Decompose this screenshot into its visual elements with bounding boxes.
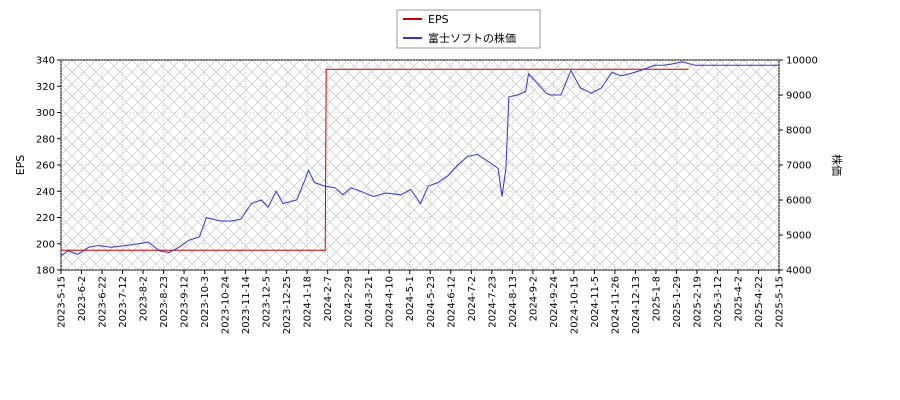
right-tick-label: 7000 <box>786 161 811 172</box>
x-tick-label: 2024-10-15 <box>569 276 580 334</box>
right-tick-label: 4000 <box>786 266 811 277</box>
x-tick-label: 2024-9-24 <box>549 276 560 328</box>
x-tick-label: 2023-9-12 <box>180 276 191 328</box>
series-layer <box>60 61 779 257</box>
right-axis-title: 株価 <box>830 154 844 176</box>
x-tick-label: 2024-5-1 <box>405 276 416 321</box>
left-tick-label: 300 <box>36 108 55 119</box>
x-tick-label: 2023-6-22 <box>98 276 109 328</box>
series-line-1 <box>60 61 779 257</box>
x-tick-label: 2023-12-25 <box>282 276 293 334</box>
left-axis: 180 200 220 240 260 280 300 320 340 <box>36 56 61 277</box>
x-tick-label: 2024-5-23 <box>426 276 437 328</box>
x-tick-label: 2025-2-19 <box>692 276 703 328</box>
x-tick-label: 2023-10-24 <box>221 276 232 334</box>
left-tick-label: 180 <box>36 266 55 277</box>
x-tick-label: 2024-9-2 <box>528 276 539 321</box>
x-tick-label: 2023-8-2 <box>139 276 150 321</box>
legend: EPS 富士ソフトの株価 <box>396 9 541 49</box>
x-tick-label: 2024-7-23 <box>487 276 498 328</box>
x-tick-label: 2023-5-15 <box>57 276 68 328</box>
x-tick-label: 2025-4-22 <box>754 276 765 328</box>
x-tick-label: 2024-2-29 <box>344 276 355 328</box>
right-tick-label: 8000 <box>786 126 811 137</box>
x-tick-label: 2023-6-2 <box>77 276 88 321</box>
x-tick-label: 2024-11-26 <box>610 276 621 334</box>
left-tick-label: 280 <box>36 134 55 145</box>
x-tick-label: 2023-7-12 <box>118 276 129 328</box>
right-tick-label: 9000 <box>786 91 811 102</box>
x-tick-label: 2025-1-8 <box>651 276 662 321</box>
right-axis: 4000 5000 6000 7000 8000 9000 10000 <box>779 56 818 277</box>
left-tick-label: 260 <box>36 161 55 172</box>
x-tick-label: 2025-3-12 <box>713 276 724 328</box>
x-tick-label: 2024-11-5 <box>590 276 601 328</box>
left-tick-label: 240 <box>36 187 55 198</box>
x-axis: 2023-5-15 2023-6-2 2023-6-22 2023-7-12 2023-… <box>57 270 786 334</box>
grid-lines <box>60 59 780 271</box>
x-tick-label: 2025-1-29 <box>672 276 683 328</box>
x-tick-label: 2024-1-18 <box>303 276 314 328</box>
right-tick-label: 10000 <box>786 56 818 67</box>
x-tick-label: 2024-4-10 <box>385 276 396 328</box>
x-tick-label: 2024-12-13 <box>631 276 642 334</box>
x-tick-label: 2023-11-14 <box>241 276 252 334</box>
right-tick-label: 5000 <box>786 231 811 242</box>
x-tick-label: 2024-3-21 <box>364 276 375 328</box>
x-tick-label: 2024-7-2 <box>467 276 478 321</box>
x-tick-label: 2023-12-5 <box>262 276 273 328</box>
left-tick-label: 320 <box>36 82 55 93</box>
legend-label-price: 富士ソフトの株価 <box>428 31 516 45</box>
plot-area <box>60 59 780 271</box>
left-axis-title: EPS <box>14 155 27 176</box>
x-tick-label: 2024-2-7 <box>323 276 334 321</box>
x-tick-label: 2024-6-12 <box>446 276 457 328</box>
left-tick-label: 340 <box>36 56 55 67</box>
series-line-0 <box>61 68 689 251</box>
left-tick-label: 220 <box>36 213 55 224</box>
left-tick-label: 200 <box>36 239 55 250</box>
legend-box <box>396 9 541 49</box>
legend-label-eps: EPS <box>428 13 449 26</box>
x-tick-label: 2025-5-15 <box>775 276 786 328</box>
x-tick-label: 2025-4-2 <box>733 276 744 321</box>
x-tick-label: 2024-8-13 <box>508 276 519 328</box>
x-tick-label: 2023-10-3 <box>200 276 211 328</box>
x-tick-label: 2023-8-23 <box>159 276 170 328</box>
right-tick-label: 6000 <box>786 196 811 207</box>
